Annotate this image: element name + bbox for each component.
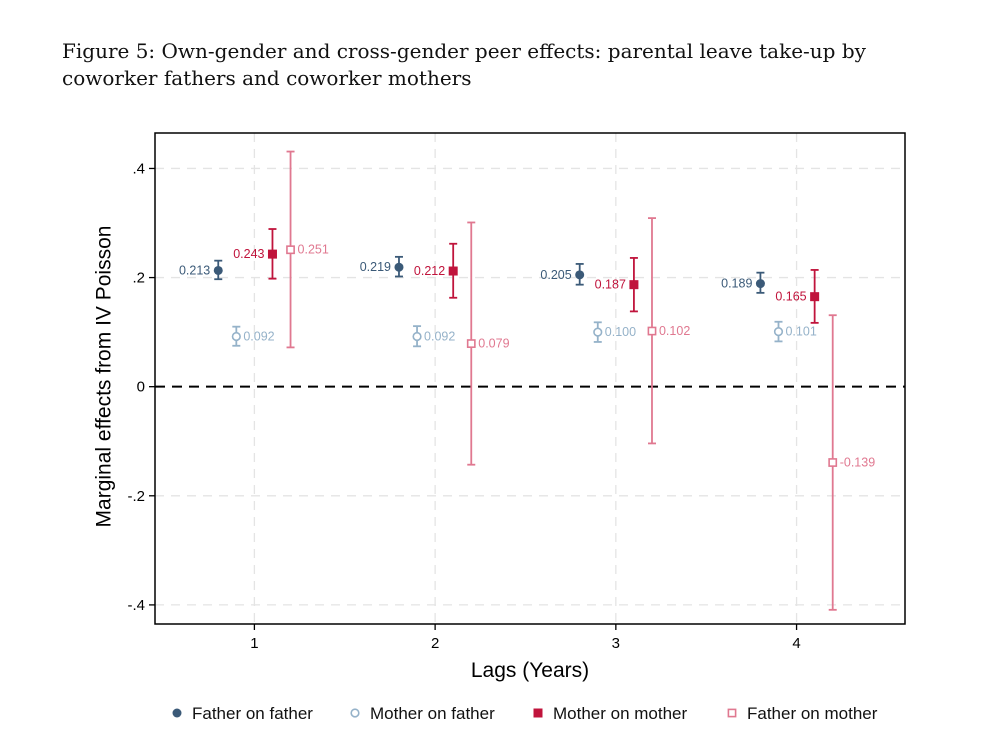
data-point [412, 331, 422, 342]
series-father-on-mother: 0.251 0.079 0.102 -0.139 [286, 150, 875, 611]
figure-caption: Figure 5: Own-gender and cross-gender pe… [62, 39, 866, 90]
legend-label: Mother on father [370, 704, 495, 723]
legend-marker [727, 708, 737, 718]
legend-label: Father on father [192, 704, 313, 723]
data-label: 0.251 [298, 243, 329, 257]
legend-label: Mother on mother [553, 704, 688, 723]
data-label: 0.243 [233, 247, 264, 261]
data-point [593, 327, 603, 337]
y-tick-label: .4 [132, 160, 145, 177]
data-label: 0.100 [605, 325, 636, 339]
data-point [755, 279, 765, 289]
data-point [394, 262, 404, 272]
series-mother-on-father: 0.092 0.092 0.100 0.101 [231, 320, 817, 348]
legend-item: Father on mother [727, 704, 878, 723]
data-label: 0.187 [595, 278, 626, 292]
data-label: 0.101 [785, 325, 816, 339]
data-point [213, 265, 223, 275]
legend-item: Mother on mother [533, 704, 688, 723]
axis-ticks: .4 .2 0 -.2 -.4 1 2 3 4 [127, 160, 800, 652]
data-point [267, 249, 277, 259]
data-points: 0.213 0.219 0.205 0.189 0.092 0.092 0.100 0.101… [179, 150, 875, 611]
data-point [448, 266, 458, 276]
data-point [810, 292, 820, 302]
x-tick-label: 3 [612, 635, 620, 652]
x-tick-label: 4 [792, 635, 800, 652]
legend-item: Mother on father [350, 704, 495, 723]
data-point [466, 339, 476, 348]
data-label: 0.189 [721, 277, 752, 291]
data-point [286, 245, 295, 255]
x-tick-label: 1 [250, 635, 258, 652]
series-father-on-father: 0.213 0.219 0.205 0.189 [179, 255, 765, 294]
data-label: 0.205 [540, 268, 571, 282]
series-mother-on-mother: 0.243 0.212 0.187 0.165 [233, 228, 820, 324]
x-axis-title: Lags (Years) [471, 659, 589, 682]
data-label: 0.102 [659, 324, 690, 338]
data-point [828, 458, 838, 467]
data-point [629, 280, 639, 290]
y-tick-label: -.4 [127, 597, 145, 614]
x-tick-label: 2 [431, 635, 439, 652]
data-label: 0.165 [775, 290, 806, 304]
y-tick-label: .2 [132, 270, 145, 287]
data-label: 0.213 [179, 263, 210, 277]
y-tick-label: -.2 [127, 488, 145, 505]
grid [155, 133, 905, 624]
legend: Father on father Mother on father Mother o… [172, 704, 878, 723]
data-label: -0.139 [840, 456, 875, 470]
data-point [647, 326, 657, 336]
data-label: 0.092 [243, 329, 274, 343]
data-label: 0.212 [414, 264, 445, 278]
legend-marker [172, 708, 182, 718]
legend-item: Father on father [172, 704, 313, 723]
plot-frame [154, 132, 906, 625]
data-label: 0.219 [360, 260, 391, 274]
data-label: 0.079 [478, 337, 509, 351]
data-point [231, 331, 241, 342]
legend-label: Father on mother [747, 704, 878, 723]
legend-marker [533, 708, 543, 718]
data-point [575, 270, 585, 280]
y-tick-label: 0 [137, 379, 145, 396]
legend-marker [350, 708, 360, 718]
y-axis-title: Marginal effects from IV Poisson [93, 226, 116, 528]
data-point [773, 326, 784, 337]
data-label: 0.092 [424, 329, 455, 343]
